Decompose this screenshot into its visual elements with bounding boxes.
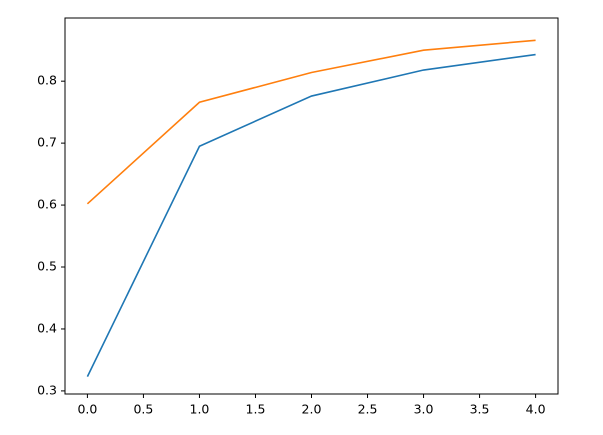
x-tick-label: 3.5: [470, 402, 490, 417]
x-tick-label: 1.5: [246, 402, 266, 417]
y-tick-label: 0.6: [37, 197, 57, 212]
y-tick-label: 0.7: [37, 135, 57, 150]
y-tick-label: 0.4: [37, 320, 57, 335]
series-line: [86, 53, 536, 378]
x-tick-label: 2.5: [358, 402, 378, 417]
x-tick-label: 0.5: [133, 402, 153, 417]
series-line: [86, 39, 536, 205]
x-tick-label: 4.0: [526, 402, 546, 417]
x-tick-label: 1.0: [190, 402, 210, 417]
y-tick-label: 0.3: [37, 382, 57, 397]
plot-frame: [64, 17, 559, 395]
y-tick-label: 0.5: [37, 259, 57, 274]
x-tick-label: 3.0: [414, 402, 434, 417]
y-tick-label: 0.8: [37, 73, 57, 88]
x-tick-label: 2.0: [302, 402, 322, 417]
x-tick-label: 0.0: [77, 402, 97, 417]
